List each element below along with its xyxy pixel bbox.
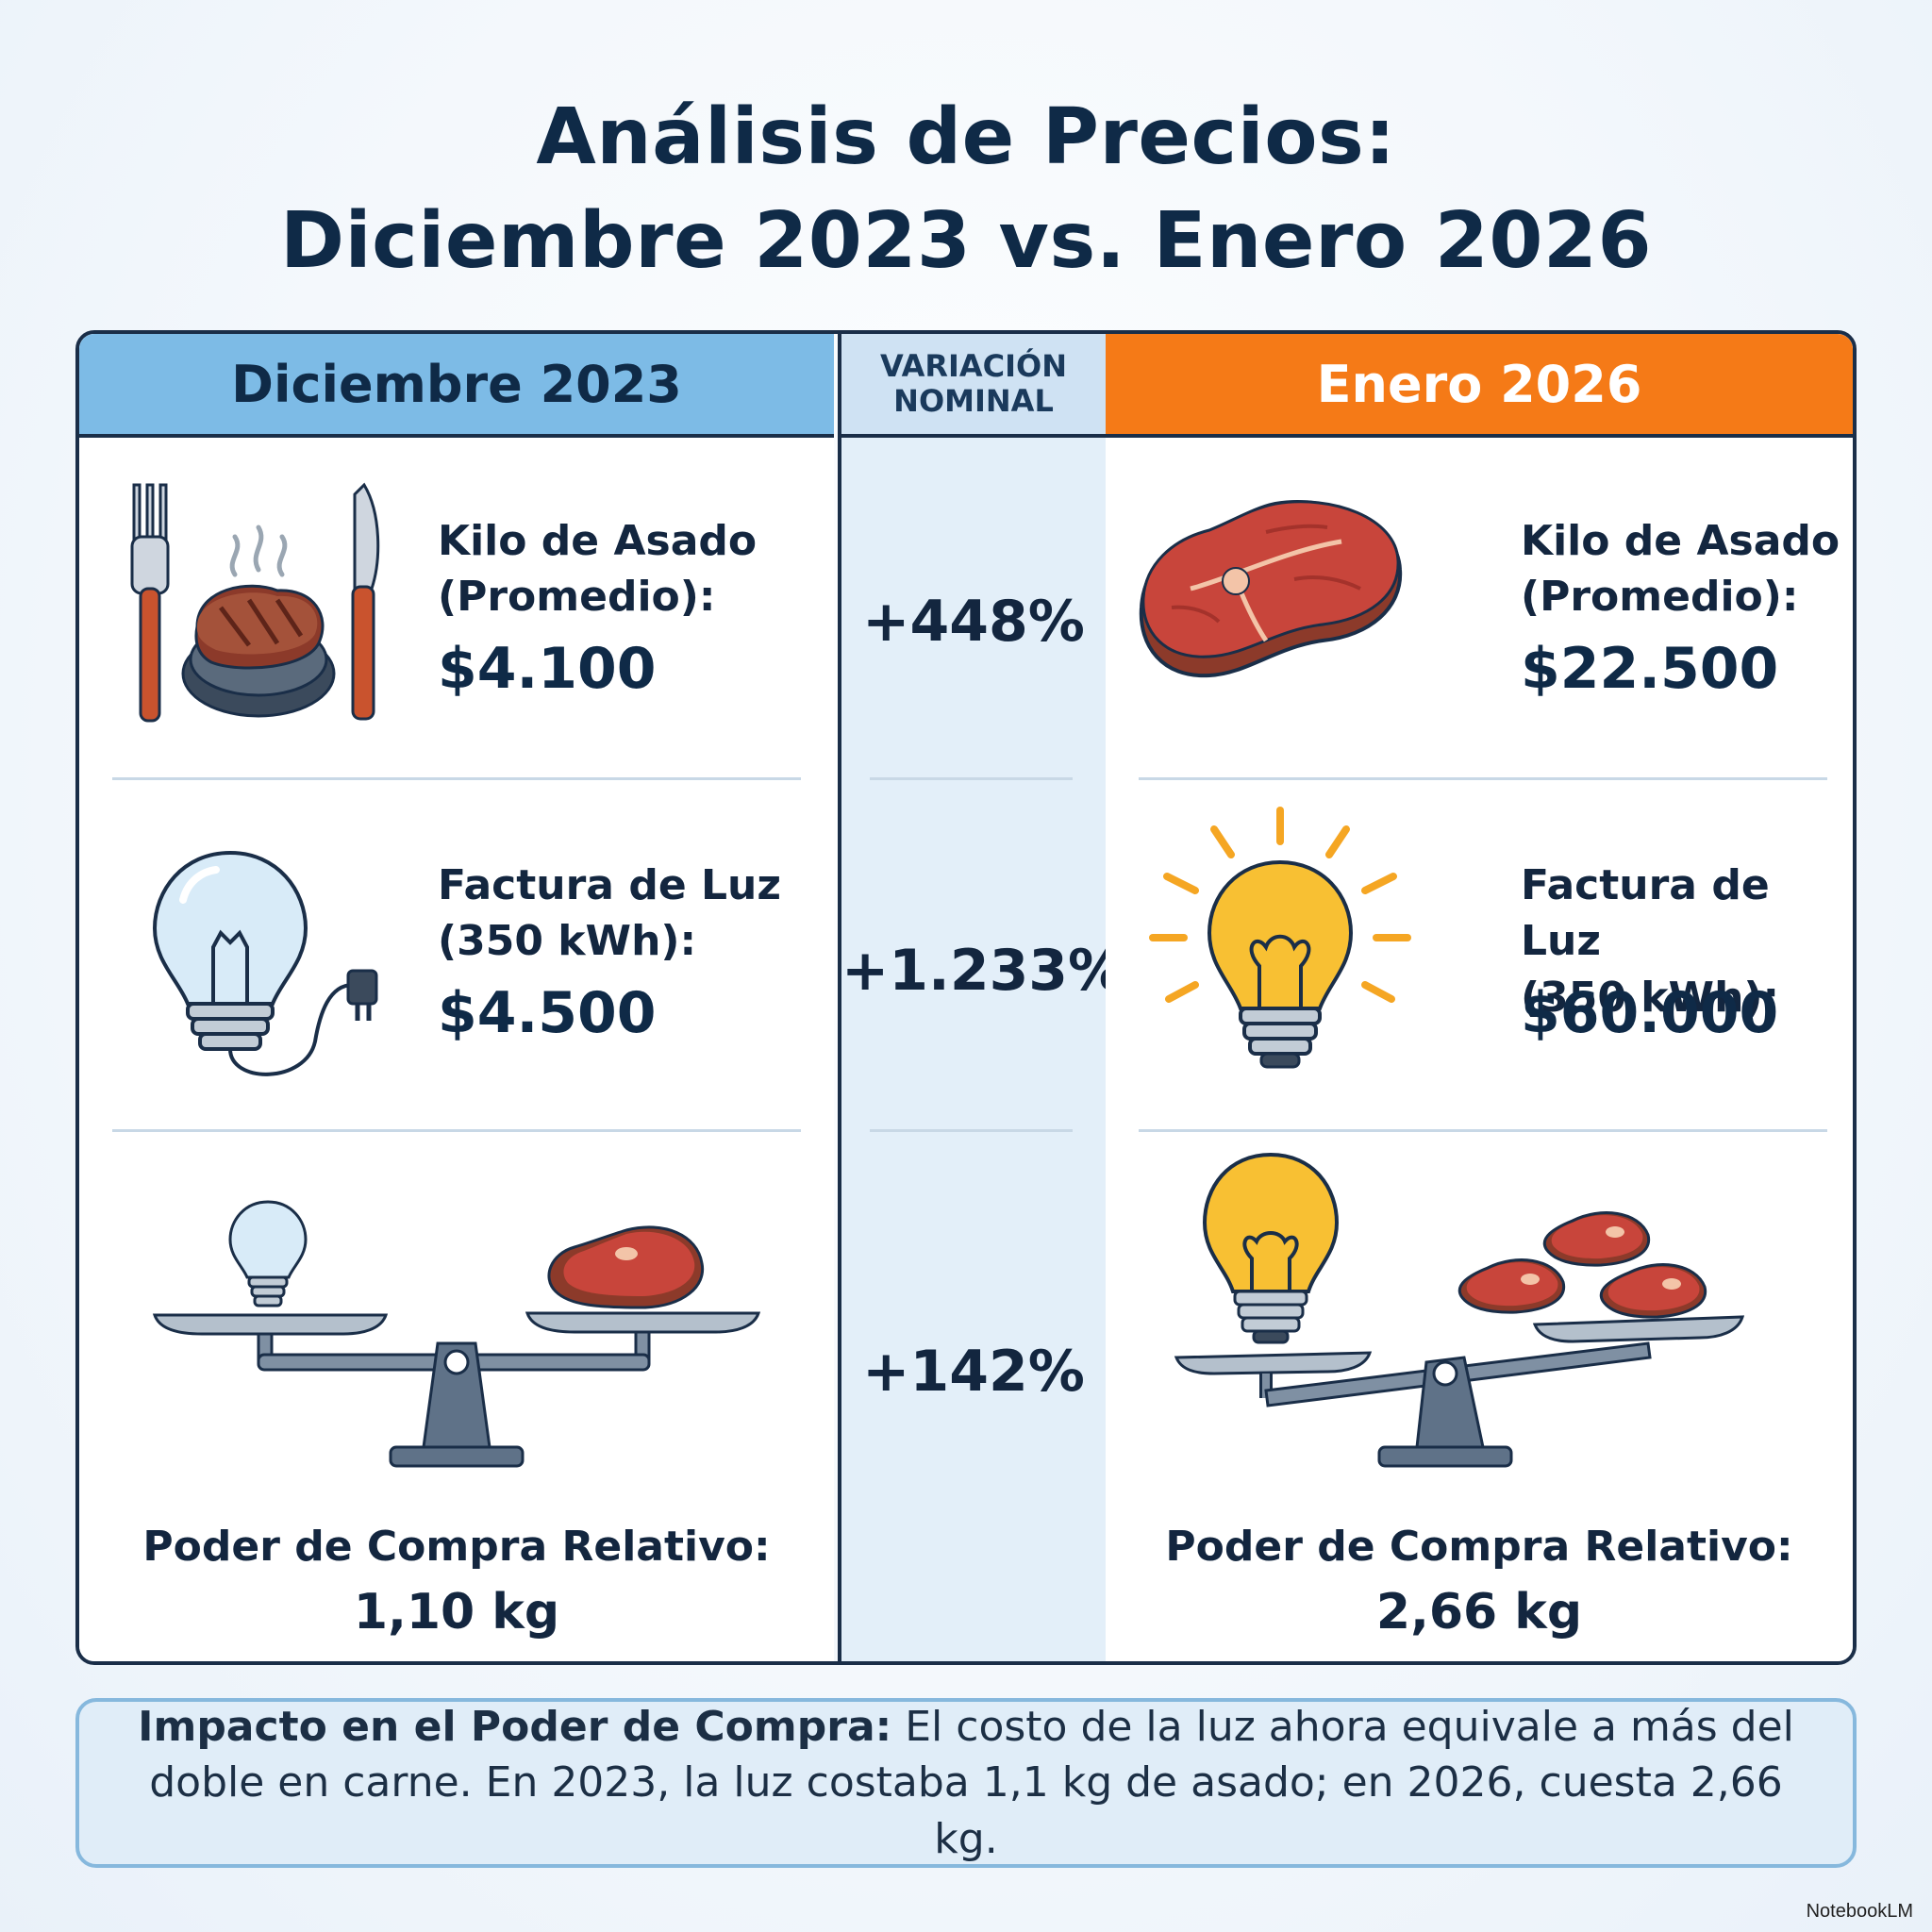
- poder-label-2023: Poder de Compra Relativo:: [142, 1523, 771, 1571]
- divider: [1139, 777, 1827, 780]
- brand-label: NotebookLM: [1806, 1901, 1913, 1922]
- asado-label-2026-line2: (Promedio):: [1521, 573, 1799, 622]
- grill-steak-icon: [130, 482, 380, 723]
- variation-asado: +448%: [862, 589, 1085, 655]
- page-title-line1: Análisis de Precios:: [536, 92, 1396, 182]
- header-2023: Diciembre 2023: [79, 334, 834, 438]
- luz-label-2026-line2: (350 kWh):: [1521, 973, 1780, 1022]
- poder-label-2026: Poder de Compra Relativo:: [1165, 1523, 1793, 1571]
- divider: [112, 1129, 801, 1132]
- asado-price-2026: $22.500: [1521, 636, 1779, 702]
- scale-tipped-icon: [1174, 1152, 1745, 1468]
- impact-box: Impacto en el Poder de Compra: El costo …: [75, 1698, 1857, 1868]
- asado-price-2023: $4.100: [438, 636, 657, 702]
- lightbulb-plug-icon: [152, 850, 378, 1076]
- poder-value-2026: 2,66 kg: [1375, 1584, 1583, 1641]
- header-variation-line1: VARIACIÓN: [879, 348, 1068, 385]
- page-title-line2: Diciembre 2023 vs. Enero 2026: [279, 196, 1653, 286]
- header-2026-label: Enero 2026: [1316, 354, 1642, 414]
- variation-luz: +1.233%: [841, 938, 1125, 1004]
- divider: [870, 1129, 1073, 1132]
- luz-label-2026-line1: Factura de Luz: [1521, 861, 1770, 966]
- luz-price-2023: $4.500: [438, 980, 657, 1046]
- variation-poder: +142%: [862, 1339, 1085, 1405]
- impact-body: El costo de la luz ahora equivale a más …: [149, 1702, 1794, 1863]
- poder-value-2023: 1,10 kg: [353, 1584, 560, 1641]
- luz-label-2023-line2: (350 kWh):: [438, 917, 697, 966]
- column-2026: Enero 2026 Kilo de Asado (Promedio): $22…: [1106, 334, 1853, 1661]
- header-variation: VARIACIÓN NOMINAL: [841, 334, 1106, 438]
- steak-icon: [1139, 500, 1403, 678]
- impact-heading: Impacto en el Poder de Compra:: [138, 1702, 892, 1751]
- scale-balanced-icon: [152, 1200, 761, 1468]
- header-2026: Enero 2026: [1106, 334, 1853, 438]
- asado-label-2023-line2: (Promedio):: [438, 573, 716, 622]
- luz-label-2023-line1: Factura de Luz: [438, 861, 781, 909]
- asado-label-2026-line1: Kilo de Asado: [1521, 517, 1840, 565]
- divider: [870, 777, 1073, 780]
- column-2023: Diciembre 2023: [79, 334, 834, 1661]
- header-2023-label: Diciembre 2023: [231, 354, 682, 414]
- divider: [112, 777, 801, 780]
- column-variation: VARIACIÓN NOMINAL +448% +1.233% +142%: [838, 334, 1125, 1661]
- comparison-table: Diciembre 2023: [75, 330, 1857, 1665]
- lightbulb-lit-icon: [1149, 807, 1411, 1069]
- header-variation-line2: NOMINAL: [893, 383, 1054, 419]
- divider: [1139, 1129, 1827, 1132]
- asado-label-2023-line1: Kilo de Asado: [438, 517, 758, 565]
- luz-price-2026: $60.000: [1521, 980, 1779, 1046]
